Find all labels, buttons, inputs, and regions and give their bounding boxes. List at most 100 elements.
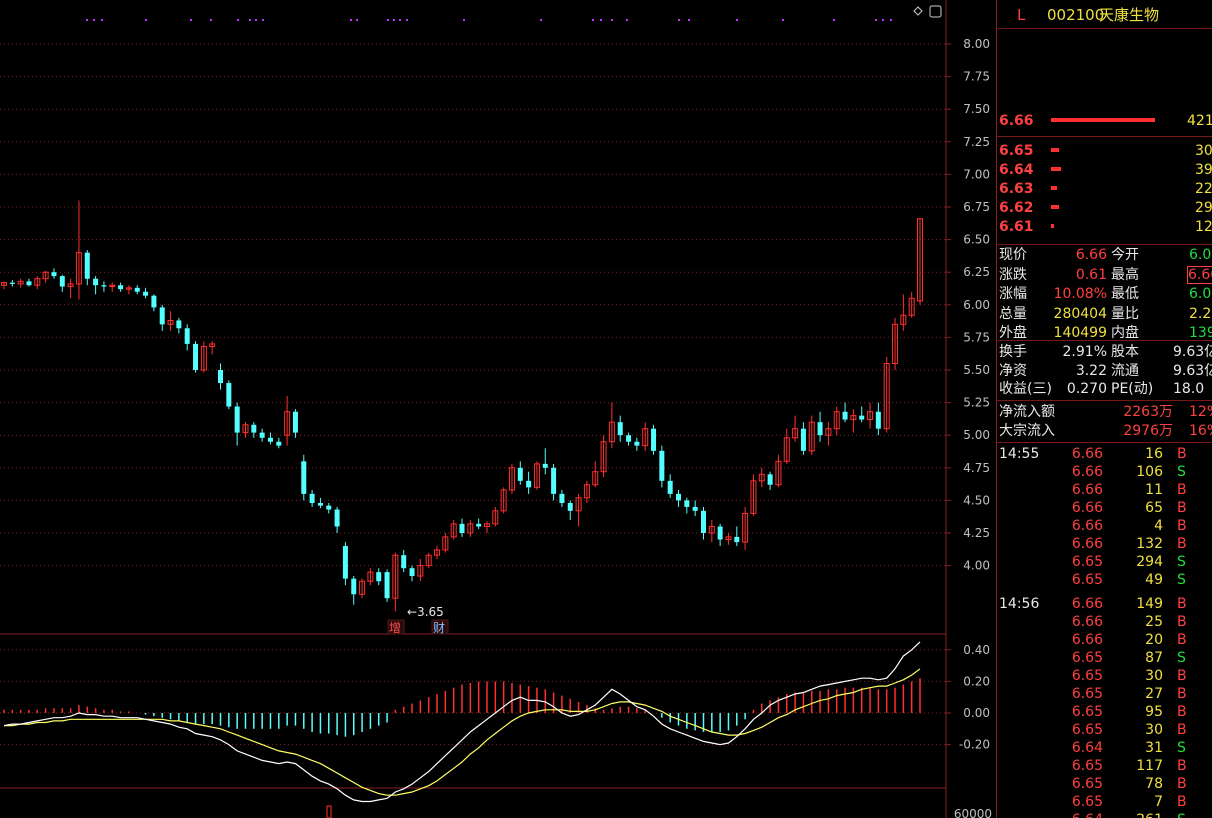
tick-volume: 65 [1145, 500, 1163, 516]
signal-dot [387, 19, 389, 21]
tick-price: 6.65 [1071, 554, 1103, 570]
buy-level-volume: 221 [1195, 181, 1212, 197]
candle-body-down [317, 503, 323, 506]
stat-label: 换手 [999, 344, 1027, 360]
price-tick-label: 7.00 [963, 167, 990, 181]
candle-body-up [200, 346, 207, 371]
candle-body-up [792, 428, 799, 439]
tick-price: 6.65 [1071, 572, 1103, 588]
candle-body-down [276, 441, 282, 446]
candle-body-down [734, 536, 740, 543]
candle-body-down [376, 572, 382, 582]
candle-body-down [159, 307, 165, 325]
signal-dot [249, 19, 251, 21]
candle-body-down [59, 276, 65, 287]
candle-body-down [184, 328, 190, 344]
tick-side: B [1177, 614, 1187, 630]
tick-volume: 4 [1154, 518, 1163, 534]
tick-volume: 132 [1136, 536, 1163, 552]
tick-price: 6.66 [1071, 614, 1103, 630]
candle-body-up [783, 437, 790, 462]
price-tick-label: 7.25 [963, 135, 990, 149]
tick-price: 6.66 [1071, 464, 1103, 480]
diamond-icon [913, 6, 923, 16]
signal-dot [86, 19, 88, 21]
candle-body-down [267, 437, 273, 442]
candle-body-up [75, 252, 82, 285]
tick-volume: 31 [1145, 740, 1163, 756]
candle-body-down [134, 287, 140, 292]
candle-body-down [717, 526, 723, 540]
signal-dot [688, 19, 690, 21]
candle-body-down [559, 493, 565, 504]
stat-label: 股本 [1111, 344, 1139, 360]
price-tick-label: 6.75 [963, 200, 990, 214]
stat-label: 净资 [999, 362, 1027, 379]
tick-volume: 20 [1145, 632, 1163, 648]
low-price-marker: ←3.65 [407, 605, 444, 619]
candle-body-down [309, 493, 315, 504]
sell1-volume: 4210 [1187, 113, 1212, 129]
tick-side: B [1177, 518, 1187, 534]
signal-dot [190, 19, 192, 21]
candle-body-down [692, 506, 698, 511]
candle-body-up [708, 525, 715, 534]
candle-body-down [551, 467, 557, 494]
candle-body-down [875, 411, 881, 429]
stat-label: 最高 [1111, 266, 1139, 283]
candle-body-down [859, 415, 865, 420]
candle-body-down [384, 572, 390, 599]
candle-body-up [883, 362, 890, 430]
candle-body-up [917, 218, 923, 302]
signal-dot [93, 19, 95, 21]
candle-body-up [867, 411, 874, 421]
stat-label: 收益(三) [999, 381, 1052, 397]
candle-body-up [575, 497, 582, 512]
kline-chart-area[interactable]: 8.00 7.75 7.50 7.25 7.00 6.75 6.50 6.25 6.00 5.75… [0, 0, 996, 818]
candle-body-up [125, 287, 132, 290]
signal-dot [393, 19, 395, 21]
candle-body-up [17, 280, 24, 285]
kline-chart[interactable]: 8.00 7.75 7.50 7.25 7.00 6.75 6.50 6.25 6.00 5.75… [0, 0, 996, 818]
candle-body-up [450, 523, 457, 538]
candle-body-down [667, 480, 673, 494]
stat-value: 2.91% [1062, 344, 1107, 360]
candle-body-up [825, 428, 832, 436]
tick-price: 6.65 [1071, 668, 1103, 684]
buy-level-price: 6.62 [999, 200, 1034, 216]
candle-body-up [209, 343, 216, 348]
candle-body-up [417, 565, 424, 577]
candle-body-down [218, 370, 224, 384]
candle-body-down [84, 252, 90, 279]
stat-label: 涨幅 [999, 286, 1027, 302]
stat-value: 2.27 [1189, 305, 1212, 322]
price-tick-label: 6.00 [963, 298, 990, 312]
tick-side: S [1177, 650, 1186, 666]
stat-label: 今开 [1111, 247, 1139, 263]
candle-body-down [292, 411, 298, 433]
tick-side: S [1177, 464, 1186, 480]
code-tag[interactable]: L [1017, 6, 1026, 24]
tick-side: B [1177, 446, 1187, 462]
stat-label: PE(动) [1111, 381, 1154, 397]
candle-body-down [626, 435, 632, 442]
signal-dot [626, 19, 628, 21]
price-tick-label: 8.00 [963, 37, 990, 51]
buy-level-price: 6.65 [999, 143, 1034, 159]
candle-body-up [583, 484, 590, 499]
candle-body-up [833, 411, 840, 430]
candle-body-down [659, 450, 665, 481]
candle-body-up [608, 421, 615, 443]
stat-label: 流通 [1111, 362, 1139, 379]
candle-body-down [617, 422, 623, 436]
candle-body-down [476, 523, 482, 527]
tick-price: 6.65 [1071, 758, 1103, 774]
stat-label: 内盘 [1111, 325, 1139, 341]
quote-panel: L 002100 天康生物 6.66 4210 6.653076.643906.… [996, 0, 1212, 818]
candle-body-up [392, 554, 399, 599]
signal-dot [101, 19, 103, 21]
signal-dot [540, 19, 542, 21]
stat-label: 外盘 [999, 325, 1027, 341]
candle-body-down [542, 463, 548, 468]
buy-level-volume: 390 [1195, 162, 1212, 178]
